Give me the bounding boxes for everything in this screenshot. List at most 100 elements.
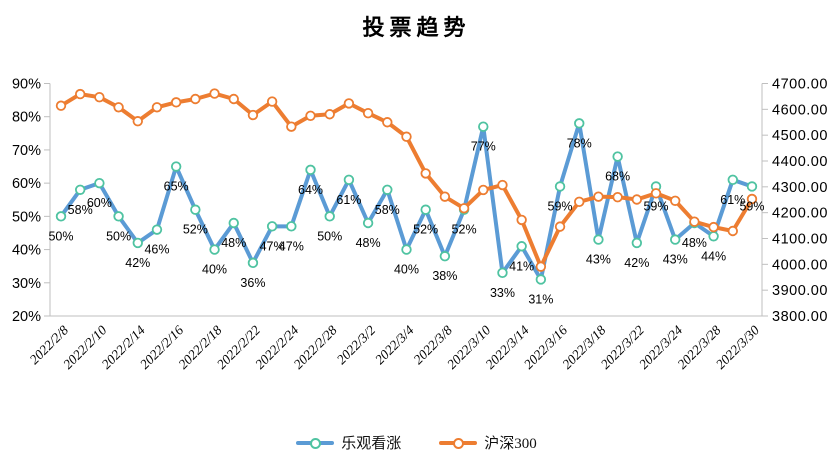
optimism-data-point-marker [439, 251, 451, 262]
optimism-data-label: 64% [298, 183, 323, 197]
right-axis-tick-label: 4400.00 [772, 154, 828, 170]
csi300-data-point-marker [746, 193, 758, 205]
chart-canvas: 90% 80% 70% 60% 50% 40% 30% 20% 4700.00 4600.00 45… [12, 77, 828, 372]
optimism-data-point-marker [170, 161, 182, 172]
csi300-data-point-marker [612, 191, 623, 203]
right-axis-tick-label: 4600.00 [772, 102, 828, 118]
optimism-data-label: 42% [624, 256, 649, 270]
optimism-data-label: 50% [317, 229, 342, 243]
csi300-data-point-marker [420, 168, 431, 179]
optimism-data-label: 52% [183, 223, 208, 237]
csi300-data-point-marker [650, 188, 662, 199]
csi300-data-point-marker [535, 261, 547, 272]
right-axis-tick-label: 4300.00 [772, 180, 828, 196]
optimism-data-point-marker [266, 221, 278, 232]
csi300-data-point-marker [458, 203, 470, 214]
optimism-data-point-marker [535, 274, 547, 285]
optimism-data-point-marker [708, 231, 719, 242]
optimism-data-label: 33% [490, 286, 515, 300]
optimism-data-label: 50% [106, 229, 131, 243]
optimism-data-label: 43% [586, 253, 611, 267]
optimism-data-point-marker [247, 257, 259, 269]
optimism-data-label: 59% [643, 199, 668, 213]
optimism-data-label: 61% [336, 193, 361, 207]
optimism-data-label: 60% [87, 196, 112, 210]
optimism-data-label: 36% [240, 276, 265, 290]
optimism-data-point-marker [497, 267, 508, 279]
csi300-data-point-marker [324, 109, 335, 120]
right-axis-tick-label: 4500.00 [772, 128, 828, 144]
optimism-data-label: 68% [605, 170, 630, 184]
x-axis-date-label: 2022/3/2 [334, 322, 379, 367]
left-axis-tick-label: 50% [12, 209, 41, 225]
csi300-line-marker-icon [439, 437, 478, 449]
optimism-data-point-marker [631, 237, 643, 249]
csi300-data-point-marker [401, 131, 412, 142]
legend-item-optimism: 乐观看涨 [296, 432, 401, 453]
legend-label-optimism: 乐观看涨 [341, 436, 402, 452]
optimism-data-point-marker [593, 234, 604, 245]
csi300-data-point-marker [670, 195, 681, 206]
legend-item-csi300: 沪深300 [439, 432, 537, 453]
optimism-data-label: 44% [701, 249, 726, 263]
optimism-data-label: 46% [144, 243, 169, 257]
optimism-data-point-marker [382, 184, 393, 195]
optimism-data-point-marker [55, 211, 67, 222]
optimism-data-label: 58% [375, 203, 400, 217]
csi300-data-point-marker [382, 117, 393, 128]
csi300-data-point-marker [286, 121, 297, 132]
csi300-data-point-marker [247, 109, 259, 121]
left-axis-tick-label: 30% [12, 276, 41, 292]
optimism-data-point-marker [478, 121, 489, 132]
csi300-data-point-marker [266, 96, 278, 107]
left-axis-tick-label: 70% [12, 143, 41, 159]
optimism-data-label: 40% [394, 263, 419, 277]
optimism-data-label: 65% [164, 180, 189, 194]
csi300-data-point-marker [516, 214, 527, 226]
optimism-data-label: 61% [720, 193, 745, 207]
csi300-data-point-marker [554, 221, 566, 232]
csi300-data-point-marker [228, 93, 239, 105]
csi300-data-point-marker [574, 196, 585, 208]
left-axis-tick-label: 40% [12, 243, 41, 259]
optimism-data-label: 38% [432, 269, 457, 283]
optimism-data-label: 52% [452, 223, 477, 237]
optimism-data-label: 41% [509, 259, 534, 273]
csi300-data-point-marker [170, 97, 182, 108]
optimism-data-point-marker [727, 174, 738, 186]
left-axis-tick-label: 80% [12, 110, 41, 126]
optimism-data-point-marker [746, 181, 758, 192]
csi300-data-point-marker [708, 221, 719, 233]
optimism-data-point-marker [286, 221, 297, 232]
optimism-data-point-marker [670, 234, 681, 245]
optimism-data-point-marker [228, 217, 239, 229]
optimism-data-point-marker [209, 244, 220, 255]
optimism-data-point-marker [190, 204, 201, 215]
optimism-data-label: 52% [413, 223, 438, 237]
csi300-data-point-marker [362, 108, 374, 119]
csi300-data-point-marker [94, 91, 105, 103]
optimism-data-label: 77% [471, 140, 496, 154]
csi300-data-point-marker [209, 88, 220, 99]
optimism-data-label: 59% [739, 199, 764, 213]
csi300-data-point-marker [305, 110, 316, 121]
chart-plot-area: 90% 80% 70% 60% 50% 40% 30% 20% 4700.00 4600.00 45… [12, 77, 828, 372]
right-axis-tick-label: 4200.00 [772, 206, 828, 222]
optimism-data-point-marker [151, 224, 163, 235]
optimism-data-label: 59% [548, 199, 573, 213]
optimism-data-label: 47% [279, 239, 304, 253]
csi300-data-point-marker [478, 184, 489, 196]
optimism-data-point-marker [343, 174, 355, 186]
optimism-line-marker-icon [296, 437, 335, 449]
optimism-data-label: 58% [68, 203, 93, 217]
optimism-data-point-marker [362, 217, 374, 229]
x-axis-date-label: 2022/3/4 [372, 322, 417, 367]
csi300-data-point-marker [727, 225, 738, 237]
csi300-data-point-marker [439, 191, 451, 202]
csi300-data-point-marker [113, 102, 124, 113]
csi300-data-point-marker [151, 102, 163, 113]
optimism-data-point-marker [401, 244, 412, 255]
chart-title: 投票趋势 [362, 15, 471, 40]
csi300-data-point-marker [343, 98, 355, 109]
optimism-data-point-marker [574, 118, 585, 129]
